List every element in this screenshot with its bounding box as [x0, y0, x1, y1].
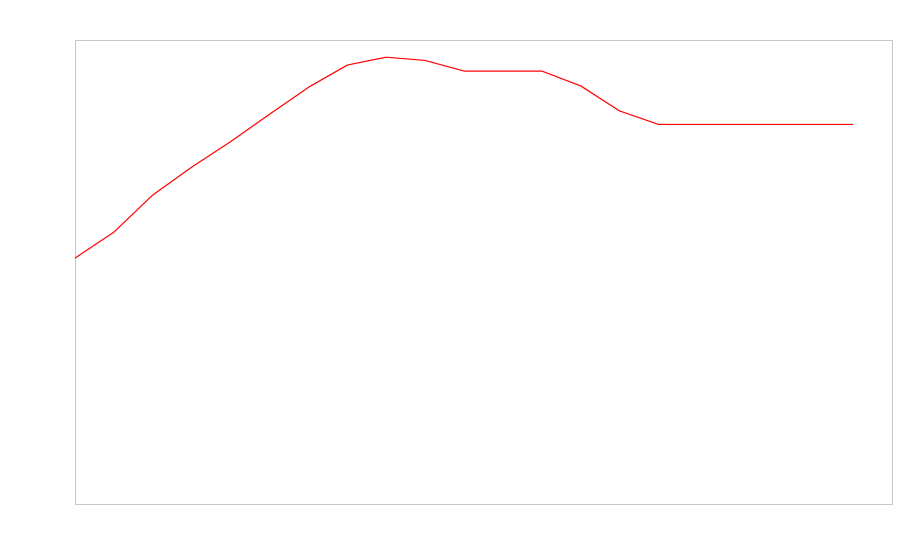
- series-layer: [74, 56, 854, 259]
- series-line-0: [74, 56, 854, 259]
- plot-area: [75, 40, 893, 505]
